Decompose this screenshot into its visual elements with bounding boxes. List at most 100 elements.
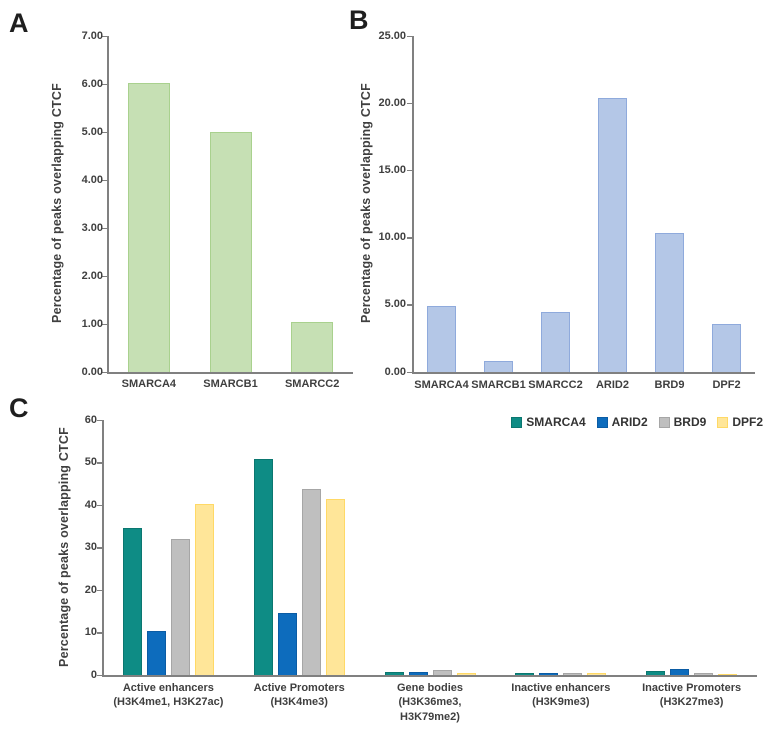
bar-smarca4 xyxy=(427,306,456,372)
bar-brd9-active-enhancers xyxy=(170,539,190,675)
bar-brd9-active-promoters xyxy=(301,488,321,675)
legend-swatch-dpf2 xyxy=(717,416,729,428)
y-tick-label: 10.00 xyxy=(378,231,406,244)
x-category-label-line: Active Promoters xyxy=(253,682,345,694)
y-tick-label: 50 xyxy=(84,456,97,468)
x-category-label-line: (H3K9me3) xyxy=(532,696,590,709)
bar-brd9-inactive-enhancers xyxy=(563,673,583,675)
y-tick-label: 40 xyxy=(84,498,97,511)
bar-brd9 xyxy=(655,232,684,372)
bar-smarcb1 xyxy=(484,361,513,372)
y-tick-mark xyxy=(97,504,102,506)
x-category-label-line: (H3K4me3) xyxy=(270,696,328,709)
y-tick-label: 0 xyxy=(90,668,97,681)
x-category-label-smarcb1: SMARCB1 xyxy=(203,378,258,390)
x-category-label-inactive-enhancers: Inactive enhancers (H3K9me3) xyxy=(486,681,636,710)
y-axis-title-b: Percentage of peaks overlapping CTCF xyxy=(359,83,373,323)
y-tick-label: 4.00 xyxy=(81,173,103,186)
legend-item-dpf2: DPF2 xyxy=(717,416,763,428)
y-tick-label: 5.00 xyxy=(384,298,406,311)
bar-arid2-inactive-enhancers xyxy=(539,672,559,675)
bar-smarca4-inactive-promoters xyxy=(646,671,666,675)
bar-brd9-inactive-promoters xyxy=(694,673,714,675)
y-tick-label: 7.00 xyxy=(81,29,103,42)
chart-b-x-axis xyxy=(412,372,755,374)
x-category-label-smarcc2: SMARCC2 xyxy=(284,378,340,390)
y-tick-label: 60 xyxy=(84,413,97,426)
x-category-label-active-enhancers: Active enhancers (H3K4me1, H3K27ac) xyxy=(93,681,243,710)
chart-c-y-axis xyxy=(102,420,104,675)
y-tick-mark xyxy=(97,462,102,464)
y-tick-label: 15.00 xyxy=(378,163,406,176)
bar-smarcb1 xyxy=(209,132,252,372)
panel-letter-b: B xyxy=(349,5,369,35)
x-category-label-brd9: BRD9 xyxy=(654,379,685,391)
legend-label-smarca4: SMARCA4 xyxy=(526,415,586,429)
y-tick-mark xyxy=(102,179,107,181)
legend-label-dpf2: DPF2 xyxy=(732,415,763,429)
legend-item-arid2: ARID2 xyxy=(596,416,648,428)
chart-b-y-axis xyxy=(412,36,414,372)
bar-arid2-gene-bodies xyxy=(408,671,428,675)
y-tick-label: 0.00 xyxy=(81,365,103,378)
bar-smarca4 xyxy=(127,83,170,372)
x-category-label-line: (H3K4me1, H3K27ac) xyxy=(113,696,224,709)
y-tick-mark xyxy=(97,419,102,421)
y-tick-mark xyxy=(97,632,102,634)
panel-letter-a: A xyxy=(9,8,29,38)
bar-dpf2-active-promoters xyxy=(325,499,345,675)
y-tick-label: 20 xyxy=(84,583,97,596)
bar-dpf2-active-enhancers xyxy=(194,503,214,675)
x-category-label-inactive-promoters: Inactive Promoters (H3K27me3) xyxy=(617,681,767,710)
panel-letter-c: C xyxy=(9,393,29,423)
y-tick-mark xyxy=(407,371,412,373)
x-category-label-gene-bodies: Gene bodies (H3K36me3, H3K79me2) xyxy=(355,681,505,724)
y-tick-label: 20.00 xyxy=(378,96,406,109)
bar-dpf2-inactive-enhancers xyxy=(587,672,607,675)
y-tick-mark xyxy=(97,589,102,591)
x-category-label-arid2: ARID2 xyxy=(595,379,629,391)
bar-dpf2-gene-bodies xyxy=(456,672,476,675)
x-category-label-smarcb1: SMARCB1 xyxy=(471,379,526,391)
y-tick-mark xyxy=(102,323,107,325)
x-category-label-smarcc2: SMARCC2 xyxy=(528,379,583,391)
bar-dpf2 xyxy=(712,323,741,372)
x-category-label-smarca4: SMARCA4 xyxy=(414,379,469,391)
bar-smarca4-inactive-enhancers xyxy=(515,672,535,675)
chart-c-x-axis xyxy=(102,675,757,677)
legend-label-brd9: BRD9 xyxy=(673,415,707,429)
y-tick-label: 30 xyxy=(84,541,97,553)
y-tick-mark xyxy=(102,275,107,277)
bar-smarca4-active-promoters xyxy=(253,459,273,675)
x-category-label-line: Inactive enhancers xyxy=(511,682,611,694)
bar-arid2-active-enhancers xyxy=(146,631,166,675)
bar-smarcc2 xyxy=(541,312,570,372)
y-tick-label: 0.00 xyxy=(384,365,406,378)
x-category-label-line: H3K79me2) xyxy=(400,710,460,723)
bar-dpf2-inactive-promoters xyxy=(718,673,738,675)
y-tick-mark xyxy=(407,102,412,105)
bar-smarca4-gene-bodies xyxy=(384,672,404,675)
bar-smarca4-active-enhancers xyxy=(122,528,142,675)
y-tick-mark xyxy=(102,35,107,37)
x-category-label-smarca4: SMARCA4 xyxy=(121,378,177,390)
y-tick-label: 3.00 xyxy=(81,221,103,234)
legend-item-brd9: BRD9 xyxy=(658,415,707,429)
y-tick-label: 10 xyxy=(84,626,97,638)
bar-brd9-gene-bodies xyxy=(432,669,452,675)
x-category-label-active-promoters: Active Promoters (H3K4me3) xyxy=(224,681,374,710)
bar-arid2-inactive-promoters xyxy=(670,669,690,675)
y-tick-mark xyxy=(97,547,102,549)
y-tick-mark xyxy=(407,35,412,37)
x-category-label-line: (H3K27me3) xyxy=(659,696,724,709)
y-tick-mark xyxy=(102,83,107,85)
x-category-label-dpf2: DPF2 xyxy=(712,379,741,391)
y-tick-label: 5.00 xyxy=(81,125,103,138)
bar-arid2 xyxy=(598,97,627,372)
legend-swatch-smarca4 xyxy=(511,416,523,428)
x-category-label-line: Active enhancers xyxy=(122,682,214,694)
x-category-label-line: Inactive Promoters xyxy=(642,682,742,694)
y-tick-mark xyxy=(102,227,107,229)
y-tick-mark xyxy=(97,674,102,676)
